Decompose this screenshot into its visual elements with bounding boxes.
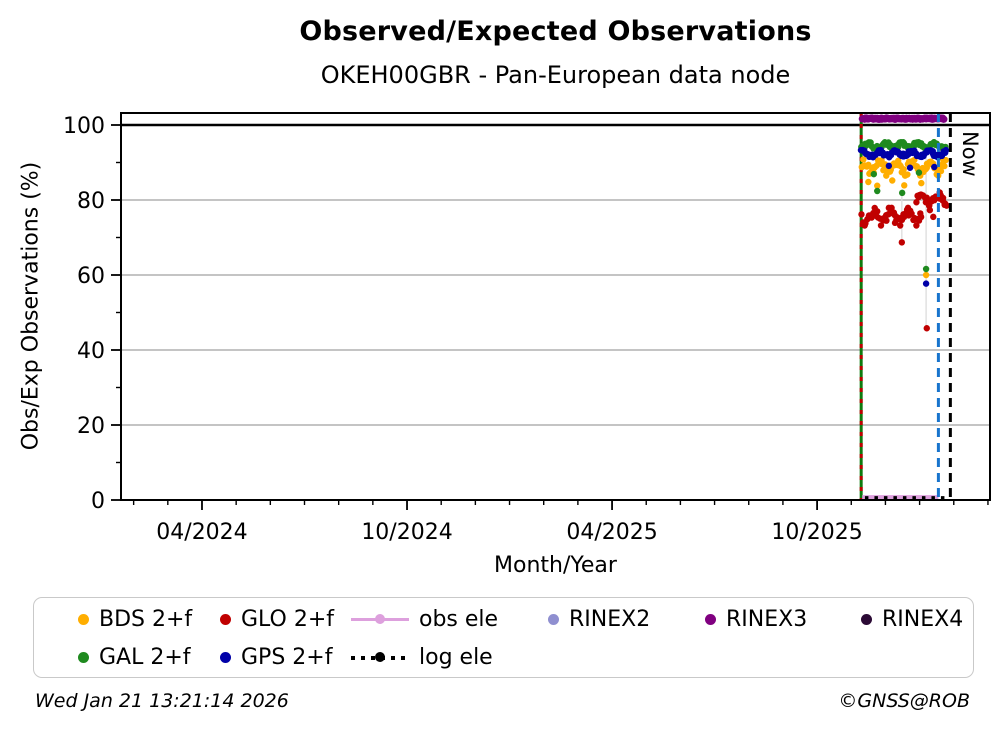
legend-dot-marker-icon (705, 613, 716, 625)
series-glo-2-f (858, 189, 950, 332)
legend-label: RINEX4 (882, 606, 964, 632)
legend-label: log ele (419, 644, 493, 670)
legend-label: RINEX3 (726, 606, 808, 632)
x-tick-label: 04/2025 (566, 520, 657, 545)
x-tick-label: 10/2025 (771, 520, 862, 545)
chart-subtitle: OKEH00GBR - Pan-European data node (320, 61, 791, 89)
legend-label: GLO 2+f (241, 606, 335, 632)
legend-dot-marker-icon (220, 613, 231, 625)
legend-item-rinex2: RINEX2 (548, 606, 650, 632)
chart-title: Observed/Expected Observations (299, 16, 812, 47)
series-rinex3 (858, 114, 948, 123)
plot-area: Now 0 20 40 60 80 100 04/2024 10/2024 04/2025 10/2… (63, 112, 991, 545)
legend-dotted-line-marker-icon (351, 651, 409, 663)
data-layer (857, 113, 950, 500)
legend-item-obs-ele: obs ele (351, 606, 498, 632)
y-tick-label: 40 (77, 339, 105, 364)
legend: BDS 2+f GLO 2+f obs ele RINEX2 RINEX3 RINEX4 G… (33, 597, 974, 678)
series-gal-2-f (858, 139, 949, 273)
legend-dot-marker-icon (220, 651, 231, 663)
legend-dot-marker-icon (548, 613, 559, 625)
x-axis-label: Month/Year (494, 553, 617, 578)
y-tick-label: 100 (63, 114, 105, 139)
y-tick-label: 80 (77, 189, 105, 214)
y-tick-label: 60 (77, 264, 105, 289)
legend-label: GAL 2+f (99, 644, 191, 670)
legend-label: RINEX2 (569, 606, 651, 632)
legend-item-gps-2-f: GPS 2+f (220, 644, 332, 670)
series-gps-2-f (857, 146, 950, 287)
timestamp-text: Wed Jan 21 13:21:14 2026 (35, 690, 289, 712)
legend-label: BDS 2+f (99, 606, 193, 632)
x-tick-label: 04/2024 (156, 520, 247, 545)
y-tick-label: 20 (77, 414, 105, 439)
x-tick-label: 10/2024 (361, 520, 452, 545)
legend-marker-dot (375, 652, 385, 662)
credit-text: ©GNSS@ROB (838, 690, 970, 712)
legend-item-gal-2-f: GAL 2+f (78, 644, 191, 670)
legend-dot-marker-icon (861, 613, 872, 625)
legend-label: GPS 2+f (241, 644, 333, 670)
axes-frame (120, 112, 991, 501)
legend-item-rinex4: RINEX4 (861, 606, 963, 632)
now-label: Now (958, 131, 982, 177)
legend-item-bds-2-f: BDS 2+f (78, 606, 192, 632)
legend-item-rinex3: RINEX3 (705, 606, 807, 632)
legend-marker-dot (375, 614, 385, 624)
legend-item-log-ele: log ele (351, 644, 493, 670)
legend-dot-marker-icon (78, 613, 89, 625)
y-tick-label: 0 (91, 489, 105, 514)
legend-item-glo-2-f: GLO 2+f (220, 606, 334, 632)
legend-line-marker-icon (351, 613, 409, 625)
legend-dot-marker-icon (78, 651, 89, 663)
legend-label: obs ele (419, 606, 499, 632)
